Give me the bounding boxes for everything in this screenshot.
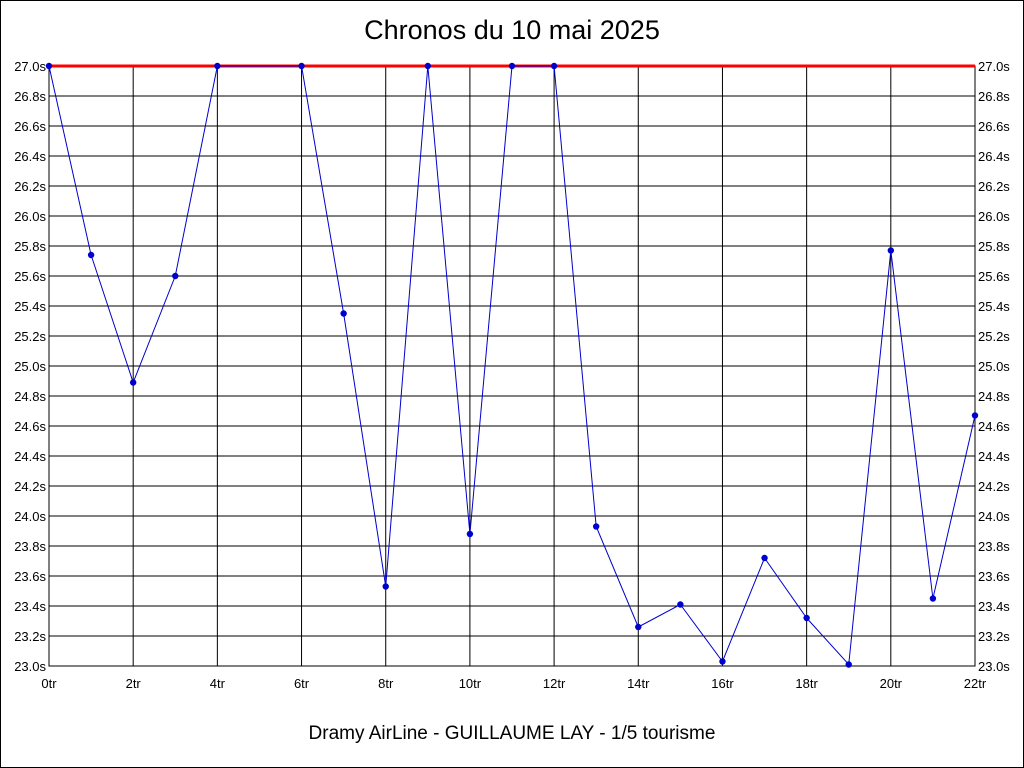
y-tick-label-left: 26.4s (14, 149, 46, 164)
y-tick-label-right: 24.2s (978, 479, 1010, 494)
y-tick-label-left: 24.4s (14, 449, 46, 464)
y-tick-label-right: 26.6s (978, 119, 1010, 134)
data-point (677, 601, 684, 608)
grid (48, 65, 976, 667)
y-tick-label-left: 24.8s (14, 389, 46, 404)
series-line (48, 65, 976, 666)
y-tick-label-left: 24.6s (14, 419, 46, 434)
chart-footer: Dramy AirLine - GUILLAUME LAY - 1/5 tour… (308, 723, 716, 744)
data-point (508, 62, 516, 70)
data-point (298, 62, 305, 70)
data-point (761, 554, 768, 562)
y-tick-label-left: 26.6s (14, 119, 46, 134)
x-tick-label: 14tr (627, 676, 650, 691)
y-tick-label-right: 23.2s (978, 629, 1010, 644)
data-point (845, 661, 852, 668)
x-tick-label: 4tr (210, 676, 226, 691)
y-tick-label-left: 23.0s (14, 659, 46, 674)
data-point (172, 272, 179, 280)
x-tick-label: 22tr (964, 676, 987, 691)
y-tick-label-left: 25.4s (14, 299, 46, 314)
y-tick-label-left: 25.0s (14, 359, 46, 374)
y-tick-label-right: 24.4s (978, 449, 1010, 464)
y-tick-label-left: 23.6s (14, 569, 46, 584)
data-point (45, 62, 53, 70)
x-tick-label: 8tr (378, 676, 394, 691)
x-tick-label: 18tr (795, 676, 818, 691)
data-point (803, 614, 810, 622)
x-tick-label: 16tr (711, 676, 734, 691)
y-tick-label-left: 27.0s (14, 59, 46, 74)
y-tick-label-right: 25.2s (978, 329, 1010, 344)
y-tick-label-right: 25.6s (978, 269, 1010, 284)
data-point (971, 412, 979, 419)
y-tick-label-left: 25.6s (14, 269, 46, 284)
y-tick-label-left: 26.8s (14, 89, 46, 104)
x-tick-label: 6tr (294, 676, 310, 691)
y-tick-label-right: 24.0s (978, 509, 1010, 524)
y-tick-label-right: 26.8s (978, 89, 1010, 104)
y-tick-label-left: 26.2s (14, 179, 46, 194)
data-point (719, 658, 726, 665)
y-tick-label-left: 24.2s (14, 479, 46, 494)
y-tick-label-right: 23.8s (978, 539, 1010, 554)
y-tick-label-left: 23.4s (14, 599, 46, 614)
y-tick-label-right: 26.0s (978, 209, 1010, 224)
x-tick-label: 0tr (41, 676, 57, 691)
data-point (592, 523, 600, 530)
x-tick-label: 10tr (459, 676, 482, 691)
y-tick-label-right: 25.4s (978, 299, 1010, 314)
data-point (929, 595, 937, 602)
y-tick-label-left: 23.2s (14, 629, 46, 644)
data-point (635, 623, 642, 631)
y-tick-label-right: 23.0s (978, 659, 1010, 674)
y-tick-label-right: 26.2s (978, 179, 1010, 194)
y-tick-label-left: 25.8s (14, 239, 46, 254)
y-tick-label-right: 26.4s (978, 149, 1010, 164)
y-tick-label-right: 23.6s (978, 569, 1010, 584)
axis-labels: 27.0s 27.0s 26.8s 26.8s 26.6s 26.6s 26.4s 26.4s… (14, 59, 1010, 691)
data-point (887, 247, 895, 254)
y-tick-label-right: 25.8s (978, 239, 1010, 254)
y-tick-label-left: 24.0s (14, 509, 46, 524)
y-tick-label-right: 23.4s (978, 599, 1010, 614)
series-layer (45, 62, 979, 668)
x-tick-label: 12tr (543, 676, 566, 691)
y-tick-label-right: 27.0s (978, 59, 1010, 74)
y-tick-label-right: 24.6s (978, 419, 1010, 434)
data-point (214, 62, 221, 70)
data-point (466, 530, 474, 538)
y-tick-label-left: 26.0s (14, 209, 46, 224)
y-tick-label-right: 24.8s (978, 389, 1010, 404)
y-tick-label-right: 25.0s (978, 359, 1010, 374)
chart-title: Chronos du 10 mai 2025 (364, 15, 660, 45)
data-point (129, 379, 137, 386)
x-tick-label: 2tr (126, 676, 142, 691)
data-point (340, 310, 347, 317)
data-point (424, 62, 432, 70)
data-point (87, 251, 95, 259)
y-tick-label-left: 25.2s (14, 329, 46, 344)
y-tick-label-left: 23.8s (14, 539, 46, 554)
x-tick-label: 20tr (880, 676, 903, 691)
data-point (382, 583, 389, 590)
data-point (550, 62, 558, 70)
